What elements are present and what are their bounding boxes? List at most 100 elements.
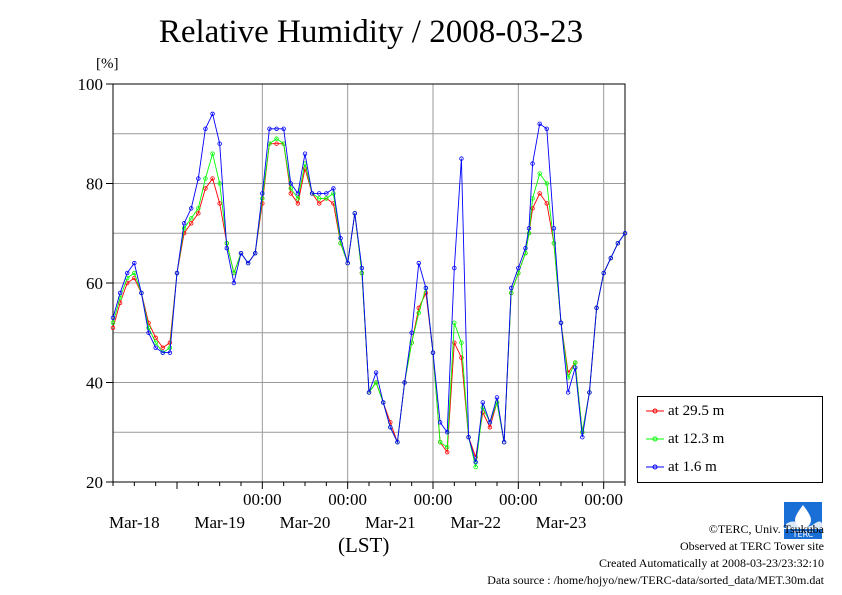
x-axis-label: (LST) [338, 533, 390, 557]
data-point [267, 126, 272, 131]
data-point [288, 186, 293, 191]
data-point [217, 141, 222, 146]
data-point [437, 440, 443, 445]
data-point [210, 176, 215, 181]
data-point [445, 444, 450, 450]
data-point [338, 236, 343, 241]
data-point [526, 226, 532, 231]
data-point [324, 191, 329, 196]
data-point [608, 255, 613, 261]
data-point [196, 211, 201, 216]
data-point [132, 270, 137, 276]
data-point [189, 221, 194, 226]
data-point [210, 111, 215, 117]
copyright-text: ©TERC, Univ. Tsukuba [708, 522, 824, 536]
data-point [473, 459, 478, 465]
x-day-label: Mar-20 [280, 513, 331, 532]
data-point [132, 260, 137, 266]
data-point [153, 335, 158, 340]
data-point [487, 420, 493, 425]
data-point [359, 265, 365, 271]
data-point [317, 191, 322, 196]
data-point [452, 340, 457, 345]
data-point [416, 260, 421, 266]
data-point [110, 315, 116, 321]
logo-text: TERC [792, 530, 814, 539]
data-point [501, 440, 507, 445]
y-tick-label: 80 [86, 175, 103, 194]
data-point [352, 211, 357, 216]
legend-marker-red-icon [646, 408, 664, 414]
data-point [153, 340, 158, 345]
data-point [309, 191, 315, 196]
data-point [494, 395, 500, 400]
data-point [217, 201, 222, 206]
data-point [288, 181, 293, 186]
data-point [381, 400, 386, 405]
data-point [302, 166, 308, 171]
data-point [125, 270, 130, 276]
data-point [196, 176, 201, 181]
data-point [295, 191, 301, 196]
data-point [452, 320, 457, 325]
data-point [146, 325, 151, 330]
data-point [601, 270, 606, 276]
data-point [274, 126, 279, 131]
data-point [537, 191, 542, 196]
data-point [189, 206, 194, 211]
x-tick-label: 00:00 [243, 490, 282, 509]
data-source-text: Data source : /home/hojyo/new/TERC-data/… [487, 573, 824, 587]
data-point [573, 360, 578, 365]
data-point [459, 355, 464, 360]
legend-marker-blue-icon [646, 464, 664, 470]
x-day-label: Mar-19 [194, 513, 245, 532]
data-point [551, 226, 557, 231]
data-point [181, 221, 187, 226]
data-point [452, 265, 457, 271]
data-point [480, 400, 485, 405]
y-axis-unit-label: [%] [96, 56, 119, 72]
data-point [373, 380, 379, 385]
series-line-2 [112, 112, 626, 463]
data-point [189, 216, 194, 221]
data-point [423, 285, 429, 291]
data-point [253, 250, 258, 256]
series-line-0 [112, 143, 626, 458]
data-point [516, 265, 521, 271]
data-point [373, 370, 379, 375]
data-point [544, 126, 549, 131]
data-point [203, 186, 208, 191]
x-tick-label: 00:00 [328, 490, 367, 509]
data-point [295, 201, 301, 206]
data-point [160, 345, 165, 350]
legend: at 29.5 m at 12.3 m at 1.6 m [637, 396, 823, 483]
data-point [526, 231, 532, 236]
data-point [117, 290, 123, 296]
chart-title: Relative Humidity / 2008-03-23 [158, 14, 584, 50]
data-point [551, 240, 557, 246]
data-point [537, 121, 542, 126]
legend-label: at 1.6 m [668, 459, 717, 475]
data-point [139, 290, 144, 296]
data-point [224, 245, 229, 251]
y-tick-label: 40 [86, 374, 103, 393]
data-point [537, 171, 542, 176]
data-point [416, 310, 421, 316]
legend-label: at 29.5 m [668, 403, 725, 419]
data-point [445, 430, 450, 435]
data-point [231, 280, 237, 286]
data-point [587, 390, 592, 395]
data-point [302, 151, 308, 156]
data-point [146, 330, 151, 335]
legend-marker-green-icon [646, 436, 664, 442]
data-point [409, 330, 414, 335]
data-point [217, 181, 222, 186]
data-point [203, 176, 208, 181]
series-line-1 [112, 138, 626, 468]
x-day-label: Mar-22 [450, 513, 501, 532]
data-point [110, 325, 116, 330]
data-point [274, 141, 279, 146]
data-point [160, 350, 165, 355]
x-tick-label: 00:00 [584, 490, 623, 509]
